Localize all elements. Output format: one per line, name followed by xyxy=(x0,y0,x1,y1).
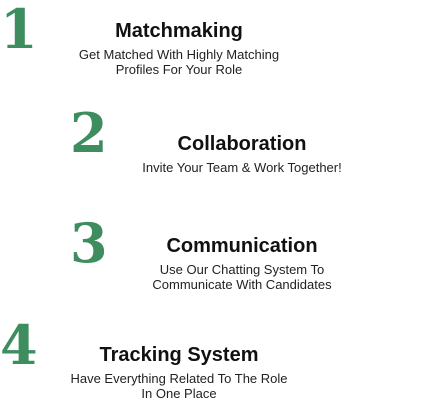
step-number-4: 4 xyxy=(0,313,38,377)
step-description-4-line-2: In One Place xyxy=(141,386,217,401)
step-block-3: Communication Use Our Chatting System To… xyxy=(112,234,372,292)
step-description-3-line-2: Communicate With Candidates xyxy=(152,277,332,292)
step-description-2: Invite Your Team & Work Together! xyxy=(112,160,372,175)
step-number-3: 3 xyxy=(70,211,108,275)
step-title-3: Communication xyxy=(166,235,318,257)
step-description-1-line-2: Profiles For Your Role xyxy=(115,62,243,77)
step-description-1: Get Matched With Highly Matching Profile… xyxy=(49,47,309,77)
step-title-4: Tracking System xyxy=(99,344,259,366)
step-description-3: Use Our Chatting System To Communicate W… xyxy=(112,262,372,292)
step-number-1: 1 xyxy=(0,0,38,61)
step-title-1: Matchmaking xyxy=(115,20,243,42)
step-number-2: 2 xyxy=(70,101,108,165)
step-description-1-line-1: Get Matched With Highly Matching xyxy=(78,47,280,62)
step-block-2: Collaboration Invite Your Team & Work To… xyxy=(112,132,372,175)
step-description-3-line-1: Use Our Chatting System To xyxy=(159,262,325,277)
step-title-2: Collaboration xyxy=(177,133,307,155)
step-description-4: Have Everything Related To The Role In O… xyxy=(49,371,309,401)
step-block-1: Matchmaking Get Matched With Highly Matc… xyxy=(49,19,309,77)
step-description-2-line-1: Invite Your Team & Work Together! xyxy=(142,160,342,175)
step-description-4-line-1: Have Everything Related To The Role xyxy=(70,371,288,386)
step-block-4: Tracking System Have Everything Related … xyxy=(49,343,309,401)
